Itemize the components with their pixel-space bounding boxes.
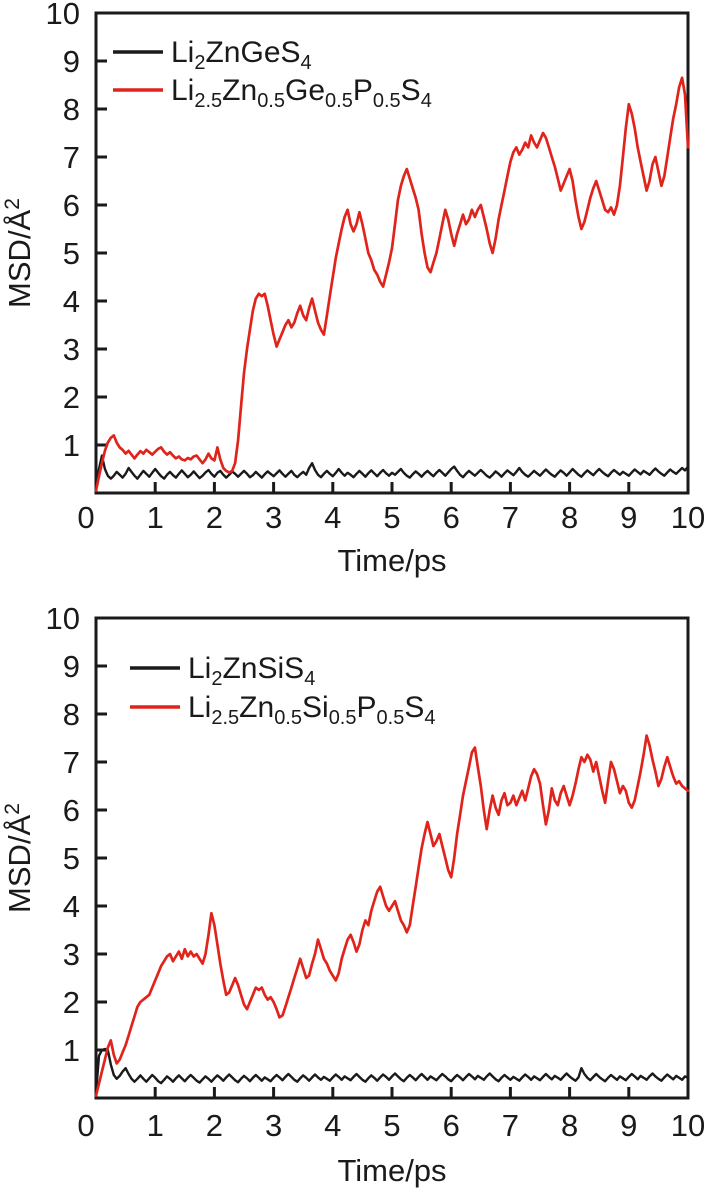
series-line-0 — [94, 1047, 690, 1095]
x-tick-label: 7 — [502, 1108, 519, 1143]
x-tick-label: 1 — [147, 1108, 164, 1143]
y-tick-label: 4 — [63, 284, 80, 319]
legend-label-1: Li2.5Zn0.5Ge0.5P0.5S4 — [171, 74, 432, 112]
y-tick-label: 1 — [63, 428, 80, 463]
y-axis-title: MSD/Å2 — [1, 198, 37, 308]
y-tick-label: 3 — [63, 937, 80, 972]
legend-label-1: Li2.5Zn0.5Si0.5P0.5S4 — [188, 691, 435, 729]
y-tick-label: 8 — [63, 92, 80, 127]
legend-label-0: Li2ZnGeS4 — [171, 36, 312, 74]
x-axis-title: Time/ps — [337, 543, 446, 578]
y-tick-label: 9 — [63, 649, 80, 684]
y-tick-label: 10 — [46, 601, 80, 636]
x-tick-label: 7 — [502, 500, 519, 535]
y-tick-label: 8 — [63, 697, 80, 732]
x-tick-label: 10 — [671, 500, 705, 535]
x-tick-label: 8 — [561, 500, 578, 535]
x-tick-label: 6 — [443, 500, 460, 535]
x-tick-label: 3 — [265, 1108, 282, 1143]
x-tick-label: 1 — [147, 500, 164, 535]
x-tick-label: 8 — [561, 1108, 578, 1143]
y-tick-label: 5 — [63, 841, 80, 876]
x-tick-label: 4 — [324, 1108, 341, 1143]
y-tick-label: 5 — [63, 236, 80, 271]
x-tick-label: 9 — [620, 1108, 637, 1143]
y-axis-title: MSD/Å2 — [1, 803, 37, 913]
x-tick-label: 0 — [77, 500, 94, 535]
legend-label-0: Li2ZnSiS4 — [188, 652, 315, 690]
y-tick-label: 6 — [63, 793, 80, 828]
x-tick-label: 6 — [443, 1108, 460, 1143]
y-tick-label: 7 — [63, 745, 80, 780]
y-tick-label: 2 — [63, 985, 80, 1020]
x-tick-label: 2 — [206, 1108, 223, 1143]
x-axis-title: Time/ps — [337, 1153, 446, 1188]
y-tick-label: 2 — [63, 380, 80, 415]
x-tick-label: 4 — [324, 500, 341, 535]
x-tick-label: 5 — [383, 1108, 400, 1143]
msd-chart-top: 0 1 2 3 4 5 6 7 8 9 10 1 2 3 4 5 6 7 8 9 10 Time/ps MSD/Å2 Li2Z… — [1, 0, 705, 578]
y-tick-label: 9 — [63, 44, 80, 79]
y-tick-label: 7 — [63, 140, 80, 175]
x-tick-label: 2 — [206, 500, 223, 535]
x-tick-label: 10 — [671, 1108, 705, 1143]
y-tick-label: 3 — [63, 332, 80, 367]
y-tick-label: 10 — [46, 0, 80, 31]
y-tick-label: 4 — [63, 889, 80, 924]
series-line-1 — [94, 734, 690, 1097]
x-tick-label: 9 — [620, 500, 637, 535]
x-tick-label: 3 — [265, 500, 282, 535]
msd-chart-bottom: 0 1 2 3 4 5 6 7 8 9 10 1 2 3 4 5 6 7 8 9 10 Time/ps MSD/Å2 Li2Z… — [1, 601, 705, 1188]
x-tick-label: 5 — [383, 500, 400, 535]
plot-frame — [94, 616, 690, 1100]
y-tick-label: 1 — [63, 1033, 80, 1068]
x-tick-label: 0 — [77, 1108, 94, 1143]
y-tick-label: 6 — [63, 188, 80, 223]
series-line-1 — [94, 76, 690, 492]
series-line-0 — [94, 454, 690, 490]
